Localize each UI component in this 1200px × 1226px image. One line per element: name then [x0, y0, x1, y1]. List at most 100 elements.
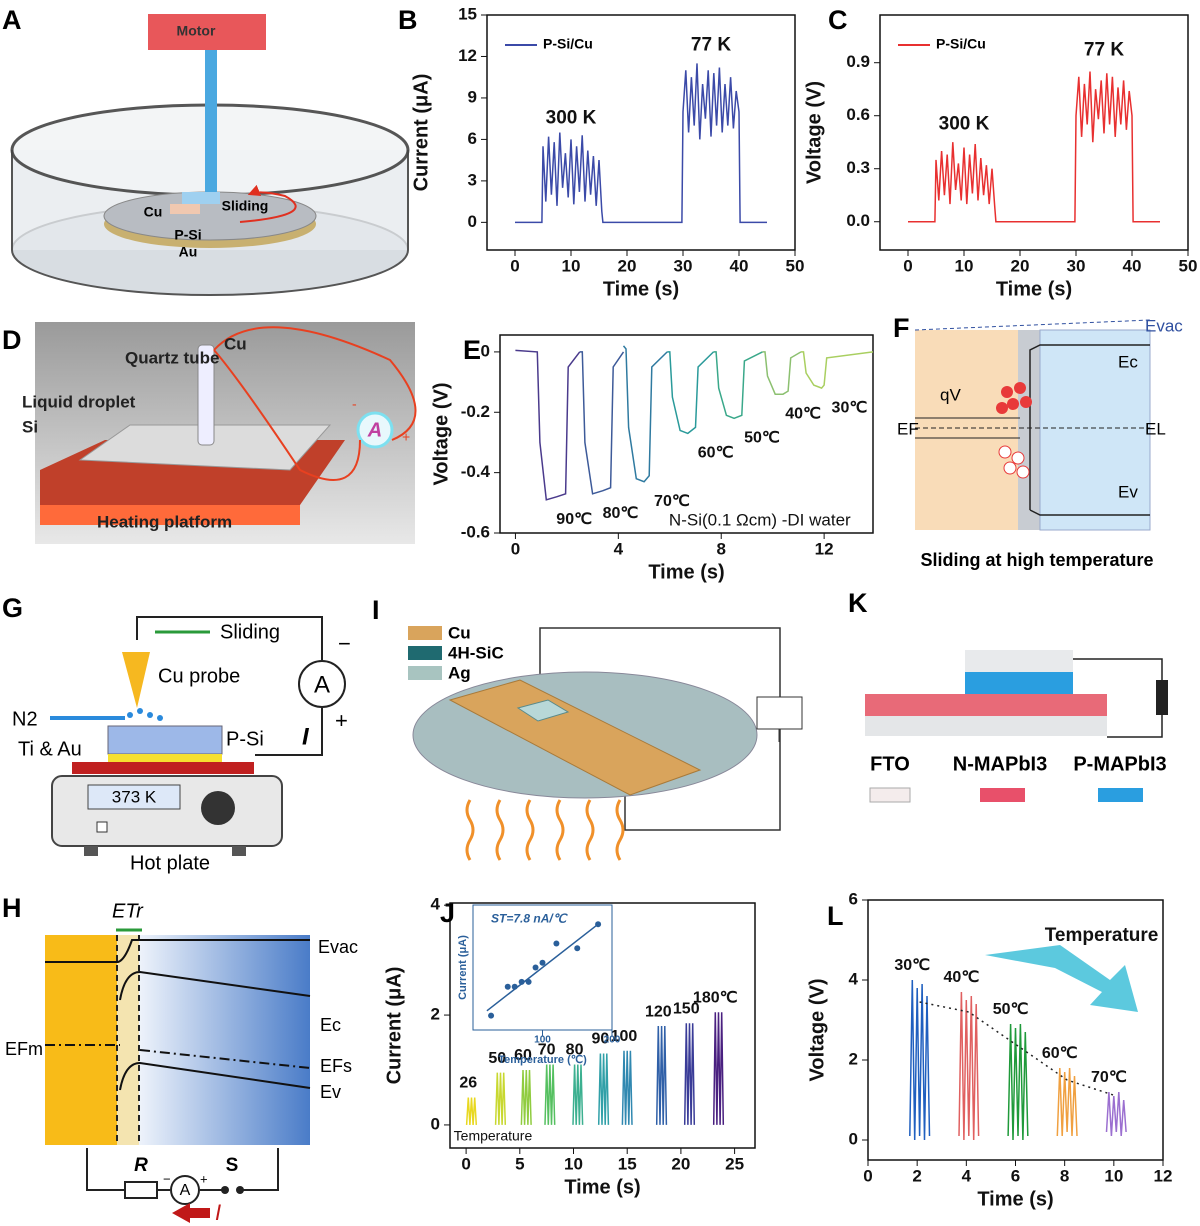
label: Liquid droplet [22, 392, 136, 411]
x-tick-label: 200 [604, 1035, 621, 1046]
x-tick-label: 10 [562, 256, 581, 275]
label: Cu probe [158, 665, 240, 687]
y-tick-label: 12 [458, 46, 477, 65]
y-tick-label: 0.0 [846, 211, 870, 230]
label: 373 K [112, 787, 157, 806]
series-label: 26 [459, 1075, 477, 1092]
label: P-Si [226, 728, 264, 750]
label: I [302, 723, 310, 750]
label: Cu [224, 334, 247, 353]
y-tick-label: 0.9 [846, 52, 870, 71]
x-tick-label: 40 [1123, 256, 1142, 275]
label: N2 [12, 708, 38, 730]
label: A [367, 419, 382, 441]
series-line [465, 1097, 478, 1125]
series-line [958, 991, 980, 1141]
series-label: 50 [488, 1050, 506, 1067]
plot-frame [486, 14, 796, 251]
series-line [655, 1025, 668, 1125]
temperature-arrow [985, 945, 1138, 1012]
y-axis-label: Voltage (V) [430, 383, 452, 486]
label: - [352, 396, 357, 412]
diagram-g: G Sliding Cu probe N2 Ti & Au P-Si 373 K… [2, 593, 351, 874]
label: Au [179, 244, 198, 260]
y-tick-label: 0 [481, 341, 490, 360]
x-tick-label: 20 [1011, 256, 1030, 275]
series-line [579, 351, 625, 495]
panel-letter: L [827, 901, 844, 931]
x-tick-label: 10 [955, 256, 974, 275]
y-tick-label: 6 [468, 129, 477, 148]
label: Ag [448, 663, 471, 682]
panel-letter: E [463, 335, 481, 365]
y-tick-label: 15 [458, 4, 477, 23]
panel-letter: K [848, 588, 868, 618]
annotation: 77 K [691, 34, 731, 55]
label: S [226, 1155, 239, 1176]
legend-label: P-Si/Cu [936, 36, 986, 52]
point [504, 983, 511, 990]
series-line [622, 345, 668, 483]
y-tick-label: -0.4 [461, 462, 491, 481]
point [574, 945, 581, 952]
diagram-d: D Quartz tube Cu Liquid droplet Si Heati… [2, 322, 417, 544]
caption: Sliding at high temperature [920, 550, 1153, 570]
series-label: 180℃ [693, 990, 738, 1007]
x-tick-label: 10 [564, 1154, 583, 1173]
y-tick-label: -0.2 [461, 402, 490, 421]
series-line [667, 351, 715, 435]
x-axis-label: Time (s) [648, 561, 724, 583]
y-tick-label: 0 [849, 1129, 858, 1148]
point [488, 1012, 495, 1019]
legend-label: P-Si/Cu [543, 36, 593, 52]
diagram-a: A Motor Cu Sliding P-Si Au [2, 5, 410, 296]
x-tick-label: 6 [1011, 1166, 1020, 1185]
y-axis-label: Current (μA) [457, 935, 469, 1000]
series-label: 60℃ [698, 445, 734, 462]
label: P-Si [174, 227, 201, 243]
x-tick-label: 4 [614, 539, 624, 558]
label: EF [897, 419, 919, 438]
x-tick-label: 30 [674, 256, 693, 275]
series-label: 50℃ [744, 430, 780, 447]
series-label: 30℃ [894, 957, 930, 974]
x-tick-label: 30 [1067, 256, 1086, 275]
y-tick-label: 2 [849, 1049, 858, 1068]
diagram-k: K FTO N-MAPbI3 P-MAPbI3 [848, 588, 1168, 803]
label: Sliding [222, 198, 269, 214]
series-line [520, 1069, 532, 1125]
label: − [338, 631, 351, 656]
x-tick-label: 8 [716, 539, 725, 558]
series-line [515, 349, 581, 501]
y-tick-label: 4 [849, 969, 859, 988]
label: qV [940, 385, 961, 404]
series-label: 80℃ [603, 505, 639, 522]
series-label: 60 [514, 1047, 532, 1064]
series-line [801, 351, 874, 389]
diagram-i: I Cu 4H-SiC Ag [372, 595, 803, 861]
series-line [712, 1012, 725, 1125]
label: FTO [870, 753, 910, 775]
panel-letter: A [2, 5, 22, 35]
label: Evac [1145, 316, 1183, 335]
x-tick-label: 8 [1060, 1166, 1069, 1185]
series-line [486, 923, 599, 1012]
y-tick-label: 4 [431, 895, 441, 914]
label: + [402, 429, 410, 445]
series-label: 70℃ [1091, 1069, 1127, 1086]
series-line [1056, 1067, 1078, 1137]
label: Cu [144, 204, 163, 220]
label: Cu [448, 623, 471, 642]
x-axis-label: Time (s) [977, 1188, 1053, 1210]
x-tick-label: 4 [962, 1166, 972, 1185]
y-tick-label: 0.6 [846, 105, 870, 124]
label: Motor [177, 23, 216, 39]
series-label: 80 [566, 1042, 584, 1059]
plot-frame [499, 334, 874, 534]
y-tick-label: 9 [468, 87, 477, 106]
label: Ti & Au [18, 738, 82, 760]
annotation: 77 K [1084, 39, 1124, 60]
x-tick-label: 0 [510, 256, 519, 275]
x-axis-label: Time (s) [603, 278, 679, 300]
